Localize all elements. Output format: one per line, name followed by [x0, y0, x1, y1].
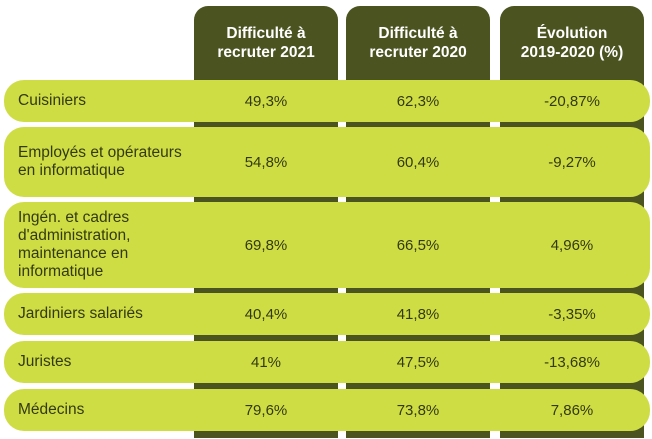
- cell-2020: 47,5%: [396, 353, 440, 371]
- row-label: Jardiniers salariés: [18, 305, 143, 322]
- cell-evolution: 7,86%: [550, 401, 594, 419]
- header-line: Difficulté à: [226, 25, 306, 42]
- cell-2021: 54,8%: [244, 153, 288, 171]
- table-row: Cuisiniers 49,3% 62,3% -20,87%: [4, 80, 650, 122]
- cell-2021: 79,6%: [244, 401, 288, 419]
- header-line: Difficulté à: [378, 25, 458, 42]
- table-row: Juristes 41% 47,5% -13,68%: [4, 341, 650, 383]
- header-evolution: Évolution 2019-2020 (%): [500, 6, 644, 78]
- cell-evolution: 4,96%: [550, 236, 594, 254]
- row-label: Employés et opérateurs en informatique: [18, 144, 182, 179]
- cell-2020: 62,3%: [396, 92, 440, 110]
- table-row: Médecins 79,6% 73,8% 7,86%: [4, 389, 650, 431]
- table-row: Jardiniers salariés 40,4% 41,8% -3,35%: [4, 293, 650, 335]
- cell-2021: 41%: [250, 353, 282, 371]
- row-label: Juristes: [18, 353, 72, 370]
- header-line: recruter 2020: [369, 44, 467, 61]
- header-difficulte-2021: Difficulté à recruter 2021: [194, 6, 338, 78]
- cell-2021: 69,8%: [244, 236, 288, 254]
- cell-2021: 40,4%: [244, 305, 288, 323]
- header-line: Évolution: [536, 25, 608, 42]
- row-label: Cuisiniers: [18, 92, 87, 109]
- cell-2020: 73,8%: [396, 401, 440, 419]
- cell-evolution: -3,35%: [548, 305, 596, 323]
- header-line: recruter 2021: [217, 44, 315, 61]
- cell-2020: 60,4%: [396, 153, 440, 171]
- cell-evolution: -20,87%: [544, 92, 600, 110]
- table-row: Employés et opérateurs en informatique 5…: [4, 127, 650, 197]
- cell-evolution: -13,68%: [544, 353, 600, 371]
- row-label: Ingén. et cadres d'administration, maint…: [18, 209, 131, 280]
- cell-2020: 66,5%: [396, 236, 440, 254]
- table-row: Ingén. et cadres d'administration, maint…: [4, 202, 650, 288]
- header-difficulte-2020: Difficulté à recruter 2020: [346, 6, 490, 78]
- header-line: 2019-2020 (%): [520, 44, 624, 61]
- cell-2021: 49,3%: [244, 92, 288, 110]
- row-label: Médecins: [18, 401, 85, 418]
- cell-2020: 41,8%: [396, 305, 440, 323]
- cell-evolution: -9,27%: [548, 153, 596, 171]
